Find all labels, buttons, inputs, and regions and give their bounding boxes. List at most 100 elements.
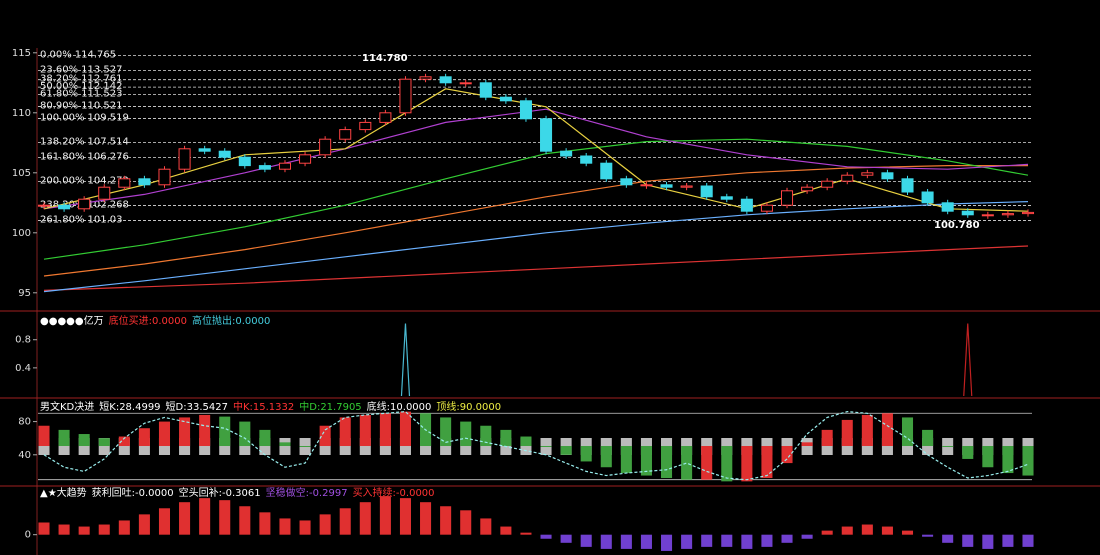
y-tick-label: 0.4: [15, 363, 31, 374]
kd-band: [319, 438, 331, 455]
fib-price: 106.276: [88, 151, 129, 162]
trend-bar: [540, 534, 552, 539]
trend-bar: [58, 524, 70, 535]
trend-bar: [721, 534, 733, 547]
fib-price: 101.03: [88, 214, 123, 225]
candle: [780, 190, 794, 206]
y-tick-label: 80: [18, 417, 31, 428]
kd-band: [199, 438, 211, 455]
fib-label: 0.00% 114.765: [40, 50, 116, 61]
candle: [198, 148, 211, 152]
candle: [479, 82, 492, 98]
mid-k-bar: [440, 417, 452, 446]
trend-bar: [219, 500, 231, 535]
trend-bar: [480, 518, 492, 535]
header-item: 底线:10.0000: [367, 400, 432, 413]
mid-k-bar: [962, 446, 974, 459]
trend-bar: [279, 518, 291, 535]
trend-bar: [138, 514, 150, 535]
candle: [861, 172, 874, 176]
mid-k-bar: [460, 421, 472, 446]
trend-bar: [962, 534, 974, 547]
kd-band: [901, 438, 914, 455]
header-item: 空头回补:-0.3061: [179, 486, 261, 499]
kd-band: [861, 438, 873, 455]
mid-k-bar: [339, 417, 351, 446]
mid-k-bar: [661, 446, 673, 479]
kd-band: [359, 438, 371, 455]
trend-bar: [420, 502, 432, 535]
trend-bar: [942, 534, 954, 543]
candle: [218, 150, 231, 158]
candle: [540, 118, 553, 152]
fib-price: 113.527: [81, 64, 122, 75]
mid-k-bar: [299, 446, 311, 447]
candle: [600, 162, 613, 180]
trend-bar: [440, 506, 452, 535]
mid-k-bar: [761, 446, 773, 479]
trend-bar: [98, 524, 110, 535]
trend-bar: [881, 526, 893, 535]
kd-band: [98, 438, 110, 455]
kd-band: [520, 438, 532, 455]
mid-k-bar: [480, 425, 492, 446]
kd-band: [58, 438, 70, 455]
header-item: 中K:15.1332: [233, 400, 294, 413]
kd-band: [118, 438, 130, 455]
candle: [178, 148, 191, 170]
mid-k-bar: [138, 428, 150, 446]
kd-band: [881, 438, 893, 455]
mid-k-bar: [118, 436, 130, 446]
candle: [821, 180, 834, 188]
header-item: 男文KD决进: [40, 400, 94, 413]
candle: [640, 184, 653, 187]
trend-bar: [922, 534, 934, 537]
short-k-line: [43, 411, 1029, 481]
fib-level: 100.00%: [40, 113, 85, 124]
fib-price: 110.521: [81, 101, 122, 112]
candle: [720, 196, 733, 200]
trend-bar: [982, 534, 994, 549]
mid-k-bar: [540, 446, 552, 447]
moving-average: [43, 245, 1029, 291]
candle: [981, 214, 994, 217]
fib-level: 38.20%: [40, 74, 78, 85]
kd-band: [38, 438, 50, 455]
mid-k-bar: [1022, 446, 1034, 476]
candle: [519, 100, 532, 120]
candle: [560, 150, 573, 157]
mid-k-bar: [58, 429, 70, 446]
trend-bar: [821, 530, 833, 535]
fib-level: 61.80%: [40, 89, 78, 100]
mid-k-bar: [500, 429, 512, 446]
trend-bar: [661, 534, 673, 551]
header-item: 底位买进:0.0000: [109, 314, 187, 327]
mid-k-bar: [821, 429, 833, 446]
kd-band: [138, 438, 150, 455]
mid-k-bar: [861, 414, 873, 446]
high-label: 114.780: [362, 53, 408, 64]
trend-bar: [179, 502, 191, 535]
candle: [158, 168, 171, 186]
candle: [439, 76, 452, 84]
candle: [299, 154, 312, 164]
candle: [98, 186, 111, 200]
mid-k-bar: [620, 446, 632, 474]
kd-band: [460, 438, 472, 455]
mid-k-bar: [399, 411, 411, 446]
fib-label: 100.00% 109.519: [40, 113, 129, 124]
trend-bar: [520, 532, 532, 535]
fib-price: 112.761: [81, 74, 122, 85]
candle: [58, 204, 71, 210]
candle: [941, 202, 954, 212]
fib-label: 161.80% 106.276: [40, 151, 129, 162]
fib-label: 61.80% 111.523: [40, 89, 123, 100]
header-item: 中D:21.7905: [299, 400, 361, 413]
candle: [78, 198, 91, 210]
trend-bar: [761, 534, 773, 547]
signal-spike: [963, 323, 973, 397]
fib-price: 107.514: [88, 137, 129, 148]
candle: [459, 82, 472, 85]
trend-bar: [199, 498, 211, 535]
candle: [700, 185, 713, 198]
